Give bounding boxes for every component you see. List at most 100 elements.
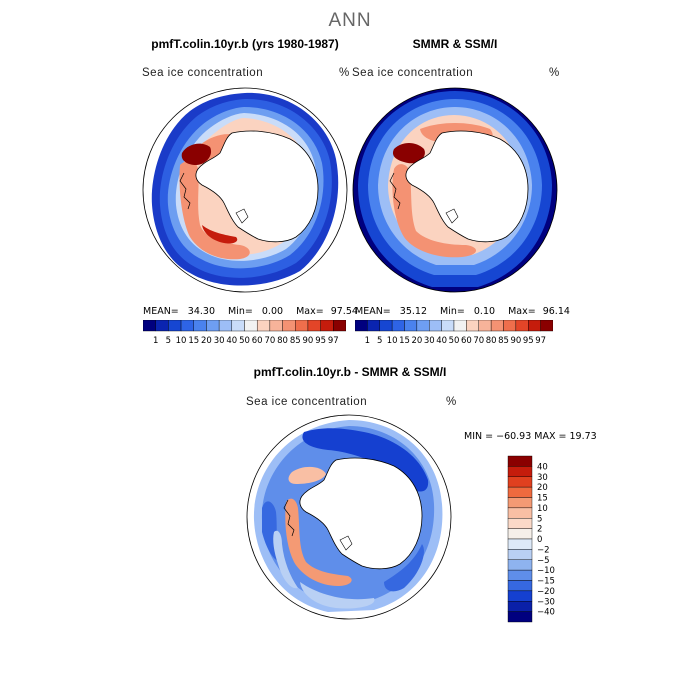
colorbar-tick-label: 50 [239, 336, 250, 346]
colorbar-swatch [490, 320, 504, 332]
colorbar-swatch [478, 320, 492, 332]
page-title: ANN [328, 10, 372, 31]
colorbar-swatch [295, 320, 309, 332]
colorbar-swatch [143, 320, 156, 332]
colorbar-tick-label: −20 [537, 587, 555, 597]
colorbar-swatch [507, 507, 533, 519]
left-variable-label: Sea ice concentration [142, 67, 264, 79]
colorbar-tick-label: 40 [436, 336, 447, 346]
colorbar-swatch [429, 320, 442, 332]
colorbar-tick-label: −40 [537, 608, 555, 618]
colorbar-swatch [507, 559, 533, 571]
colorbar-tick-label: 60 [461, 336, 472, 346]
colorbar-tick-label: 80 [486, 336, 497, 346]
colorbar-swatch [507, 497, 533, 509]
colorbar-swatch [231, 320, 245, 332]
right-antarctic-map [352, 87, 558, 293]
colorbar-tick-label: 70 [473, 336, 484, 346]
colorbar-swatch [404, 320, 418, 332]
colorbar-swatch [507, 476, 533, 488]
colorbar-swatch [507, 466, 533, 477]
colorbar-swatch [367, 320, 380, 332]
left-mean-label: MEAN= [143, 306, 179, 317]
colorbar-swatch [441, 320, 455, 332]
right-mean-label: MEAN= [355, 306, 391, 317]
left-colorbar-labels: 1 5 10 15 20 30 40 50 60 70 80 85 90 95 97 [153, 336, 339, 346]
colorbar-tick-label: −10 [537, 566, 555, 576]
colorbar-swatch [507, 580, 533, 592]
colorbar-tick-label: 5 [377, 336, 382, 346]
colorbar-swatch [379, 320, 393, 332]
right-max-value: 96.14 [542, 306, 570, 317]
colorbar-swatch [256, 320, 271, 332]
colorbar-tick-label: 90 [510, 336, 521, 346]
colorbar-tick-label: −2 [537, 545, 550, 555]
colorbar-tick-label: 15 [399, 336, 410, 346]
colorbar-tick-label: −15 [537, 577, 555, 587]
colorbar-tick-label: 40 [226, 336, 237, 346]
colorbar-swatch [507, 455, 533, 467]
left-max-label: Max= [296, 306, 324, 317]
colorbar-swatch [540, 320, 553, 332]
colorbar-tick-label: 85 [498, 336, 509, 346]
colorbar-swatch [503, 320, 517, 332]
colorbar-tick-label: 20 [537, 483, 548, 493]
colorbar-tick-label: 15 [537, 494, 548, 504]
colorbar-swatch [507, 611, 533, 623]
colorbar-swatch [507, 590, 533, 602]
colorbar-swatch [282, 320, 296, 332]
colorbar-tick-label: −5 [537, 556, 550, 566]
colorbar-swatch [507, 518, 533, 529]
colorbar-tick-label: 10 [176, 336, 187, 346]
colorbar-swatch [168, 320, 182, 332]
right-unit-label: % [549, 67, 560, 79]
colorbar-tick-label: 15 [188, 336, 199, 346]
colorbar-swatch [507, 569, 533, 581]
left-min-value: 0.00 [261, 306, 284, 317]
left-unit-label: % [339, 67, 350, 79]
colorbar-tick-label: 30 [214, 336, 225, 346]
colorbar-swatch [333, 320, 346, 332]
colorbar-tick-label: 1 [365, 336, 370, 346]
colorbar-swatch [320, 320, 334, 332]
colorbar-tick-label: 30 [424, 336, 435, 346]
right-mean-value: 35.12 [399, 306, 427, 317]
left-min-label: Min= [228, 306, 253, 317]
colorbar-tick-label: 2 [537, 525, 542, 535]
colorbar-swatch [218, 320, 233, 332]
colorbar-tick-label: 30 [537, 473, 548, 483]
colorbar-tick-label: 50 [449, 336, 460, 346]
colorbar-swatch [355, 320, 368, 332]
left-panel-title: pmfT.colin.10yr.b (yrs 1980-1987) [151, 37, 339, 51]
colorbar-tick-label: 95 [315, 336, 326, 346]
left-antarctic-map [142, 87, 348, 293]
right-panel-title: SMMR & SSM/I [412, 37, 498, 51]
colorbar-swatch [269, 320, 283, 332]
colorbar-swatch [507, 549, 533, 560]
colorbar-tick-label: 5 [537, 514, 542, 524]
left-stats: MEAN= 34.30 Min= 0.00 Max= 97.54 [143, 306, 358, 317]
colorbar-swatch [507, 538, 533, 550]
left-colorbar [143, 320, 346, 332]
colorbar-swatch [453, 320, 467, 332]
colorbar-swatch [416, 320, 430, 332]
diff-variable-label: Sea ice concentration [246, 396, 368, 408]
colorbar-tick-label: 1 [153, 336, 158, 346]
colorbar-swatch [507, 528, 533, 540]
colorbar-tick-label: 20 [411, 336, 422, 346]
colorbar-tick-label: 85 [290, 336, 301, 346]
colorbar-tick-label: 40 [537, 462, 548, 472]
right-max-label: Max= [508, 306, 536, 317]
right-variable-label: Sea ice concentration [352, 67, 474, 79]
colorbar-tick-label: 10 [537, 504, 548, 514]
colorbar-tick-label: 95 [523, 336, 534, 346]
colorbar-swatch [180, 320, 194, 332]
colorbar-tick-label: 97 [535, 336, 546, 346]
colorbar-tick-label: 10 [387, 336, 398, 346]
colorbar-tick-label: 90 [303, 336, 314, 346]
colorbar-swatch [466, 320, 479, 332]
colorbar-tick-label: 97 [328, 336, 339, 346]
colorbar-swatch [507, 486, 533, 498]
colorbar-swatch [193, 320, 207, 332]
